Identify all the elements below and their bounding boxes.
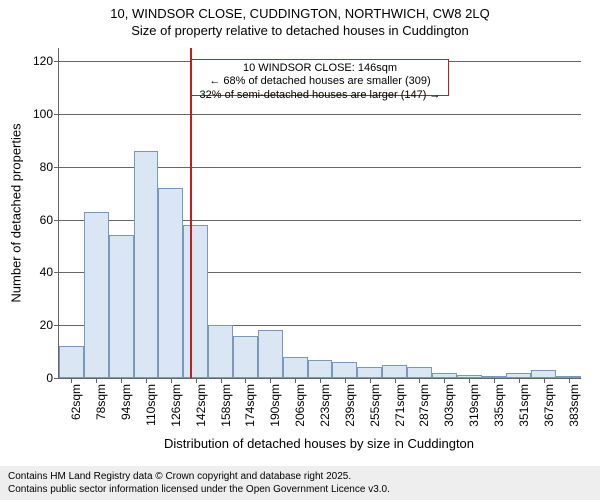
histogram-bar xyxy=(59,346,84,378)
x-tick-label: 78sqm xyxy=(94,384,108,420)
histogram-bar xyxy=(382,365,407,378)
x-tick-label: 335sqm xyxy=(492,384,506,427)
x-tick xyxy=(519,378,520,383)
x-tick xyxy=(171,378,172,383)
y-tick-label: 0 xyxy=(46,371,59,385)
x-tick xyxy=(544,378,545,383)
x-tick xyxy=(320,378,321,383)
histogram-bar xyxy=(332,362,357,378)
histogram-bar xyxy=(158,188,183,378)
annotation-line: ← 68% of detached houses are smaller (30… xyxy=(196,75,445,89)
y-tick-label: 20 xyxy=(40,318,59,332)
x-tick-label: 271sqm xyxy=(393,384,407,427)
x-tick-label: 319sqm xyxy=(467,384,481,427)
x-tick xyxy=(345,378,346,383)
x-tick xyxy=(419,378,420,383)
histogram-bar xyxy=(208,325,233,378)
y-tick-label: 80 xyxy=(40,160,59,174)
x-tick-label: 158sqm xyxy=(219,384,233,427)
x-tick-label: 239sqm xyxy=(343,384,357,427)
x-tick-label: 174sqm xyxy=(243,384,257,427)
y-tick-label: 60 xyxy=(40,213,59,227)
x-tick-label: 206sqm xyxy=(293,384,307,427)
x-tick xyxy=(121,378,122,383)
footer-attribution: Contains HM Land Registry data © Crown c… xyxy=(0,466,600,500)
x-tick xyxy=(146,378,147,383)
x-tick xyxy=(245,378,246,383)
y-tick-label: 120 xyxy=(33,54,59,68)
x-tick-label: 255sqm xyxy=(368,384,382,427)
histogram-bar xyxy=(357,367,382,378)
x-tick-label: 223sqm xyxy=(318,384,332,427)
x-tick xyxy=(71,378,72,383)
annotation-box: 10 WINDSOR CLOSE: 146sqm← 68% of detache… xyxy=(191,59,450,96)
x-tick-label: 287sqm xyxy=(417,384,431,427)
annotation-line: 32% of semi-detached houses are larger (… xyxy=(196,89,445,103)
title-line-2: Size of property relative to detached ho… xyxy=(0,23,600,40)
x-axis-label: Distribution of detached houses by size … xyxy=(164,436,474,451)
plot-area: 02040608010012062sqm78sqm94sqm110sqm126s… xyxy=(58,48,581,379)
x-tick-label: 126sqm xyxy=(169,384,183,427)
histogram-bar xyxy=(283,357,308,378)
x-tick xyxy=(270,378,271,383)
x-tick xyxy=(444,378,445,383)
histogram-bar xyxy=(109,235,134,378)
chart-container: 10, WINDSOR CLOSE, CUDDINGTON, NORTHWICH… xyxy=(0,0,600,500)
footer-line-1: Contains HM Land Registry data © Crown c… xyxy=(8,470,592,483)
reference-line xyxy=(190,48,192,378)
histogram-bar xyxy=(233,336,258,378)
x-tick-label: 303sqm xyxy=(442,384,456,427)
histogram-bar xyxy=(183,225,208,378)
histogram-bar xyxy=(531,370,556,378)
x-tick xyxy=(494,378,495,383)
title-line-1: 10, WINDSOR CLOSE, CUDDINGTON, NORTHWICH… xyxy=(0,6,600,23)
x-tick-label: 351sqm xyxy=(517,384,531,427)
footer-line-2: Contains public sector information licen… xyxy=(8,483,592,496)
x-tick xyxy=(96,378,97,383)
y-tick-label: 40 xyxy=(40,265,59,279)
x-tick-label: 94sqm xyxy=(119,384,133,420)
x-tick xyxy=(196,378,197,383)
y-tick-label: 100 xyxy=(33,107,59,121)
annotation-line: 10 WINDSOR CLOSE: 146sqm xyxy=(196,62,445,76)
x-tick-label: 383sqm xyxy=(567,384,581,427)
x-tick xyxy=(469,378,470,383)
x-tick xyxy=(395,378,396,383)
x-tick-label: 367sqm xyxy=(542,384,556,427)
x-tick-label: 142sqm xyxy=(194,384,208,427)
x-tick xyxy=(221,378,222,383)
histogram-bar xyxy=(308,360,333,378)
title-block: 10, WINDSOR CLOSE, CUDDINGTON, NORTHWICH… xyxy=(0,0,600,40)
histogram-bar xyxy=(134,151,159,378)
x-tick-label: 110sqm xyxy=(144,384,158,426)
histogram-bar xyxy=(84,212,109,378)
y-axis-label: Number of detached properties xyxy=(9,123,24,302)
histogram-bar xyxy=(258,330,283,378)
x-tick xyxy=(295,378,296,383)
y-gridline xyxy=(59,114,581,115)
x-tick-label: 62sqm xyxy=(69,384,83,420)
x-tick xyxy=(370,378,371,383)
x-tick-label: 190sqm xyxy=(268,384,282,427)
histogram-bar xyxy=(407,367,432,378)
x-tick xyxy=(569,378,570,383)
